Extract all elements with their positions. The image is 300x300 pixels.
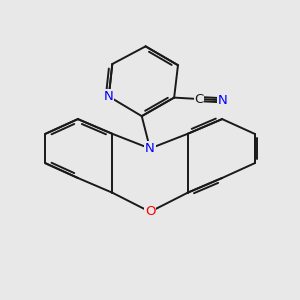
Text: C: C: [194, 93, 204, 106]
Text: N: N: [104, 90, 114, 103]
Text: O: O: [145, 205, 155, 218]
Text: N: N: [145, 142, 155, 155]
Text: N: N: [217, 94, 227, 107]
